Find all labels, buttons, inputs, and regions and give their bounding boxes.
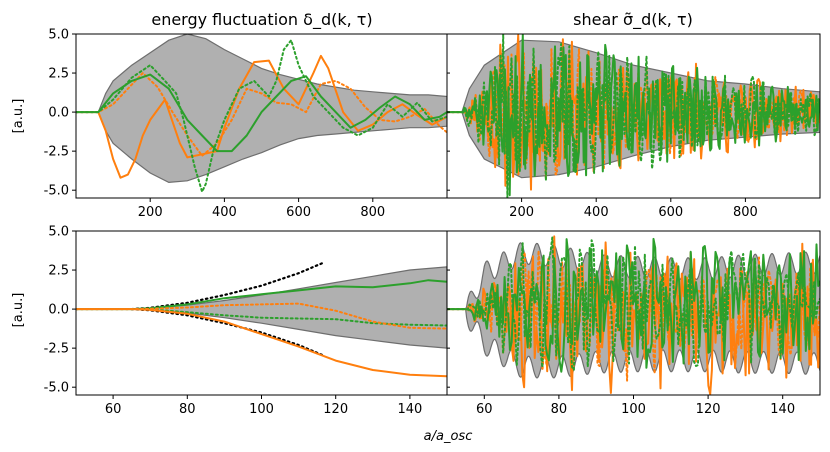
y-tick-label: 2.5: [48, 67, 69, 82]
panel-bottom-left: 60 80 100 120 140 -5.0 -2.5 0.0 2.5 5.0: [44, 225, 448, 417]
panels-group: 200 400 600 800 -5.0 -2.5 0.0 2.5 5.0 200 400 600 80…: [44, 28, 821, 417]
x-tick-label: 800: [360, 205, 385, 220]
panel-title-energy: energy fluctuation δ_d(k, τ): [151, 10, 372, 30]
x-tick-label: 400: [212, 205, 237, 220]
x-tick-label: 100: [249, 402, 274, 417]
x-tick-label: 600: [286, 205, 311, 220]
series-green-solid: [447, 237, 820, 373]
x-tick-label: 120: [696, 402, 721, 417]
spread-band: [76, 266, 447, 349]
series-black-dotted: [130, 261, 326, 311]
axes-frame: [446, 33, 821, 199]
panel-bottom-right: 60 80 100 120 140: [446, 230, 821, 417]
x-tick-label: 60: [105, 402, 122, 417]
x-axis-label: a/a_osc: [424, 429, 473, 444]
series-green-solid: [76, 73, 447, 153]
x-tick-label: 200: [509, 205, 534, 220]
plot-area: [76, 34, 447, 193]
x-tick-label: 100: [621, 402, 646, 417]
x-tick-label: 80: [179, 402, 196, 417]
y-axis-label-top: [a.u.]: [11, 99, 26, 134]
x-tick-label: 800: [733, 205, 758, 220]
x-tick-label: 120: [323, 402, 348, 417]
x-tick-label: 140: [397, 402, 422, 417]
x-tick-label: 140: [770, 402, 795, 417]
y-tick-label: -5.0: [44, 184, 69, 199]
y-tick-label: 5.0: [48, 28, 69, 43]
panel-title-shear: shear σ̃_d(k, τ): [573, 10, 693, 30]
series-green-dotted: [76, 39, 447, 193]
y-tick-label: 0.0: [48, 303, 69, 318]
series-orange-solid: [76, 308, 447, 378]
panel-top-right: 200 400 600 800: [446, 33, 821, 220]
y-tick-label: 5.0: [48, 225, 69, 240]
y-tick-label: -2.5: [44, 342, 69, 357]
y-axis-label-bottom: [a.u.]: [11, 293, 26, 328]
y-tick-label: -2.5: [44, 145, 69, 160]
plot-area: [447, 235, 820, 395]
x-tick-label: 80: [551, 402, 568, 417]
panel-top-left: 200 400 600 800 -5.0 -2.5 0.0 2.5 5.0: [44, 28, 448, 220]
y-tick-label: 2.5: [48, 264, 69, 279]
plot-area: [76, 261, 447, 378]
x-tick-label: 60: [476, 402, 493, 417]
plot-area: [447, 34, 820, 198]
x-tick-label: 200: [138, 205, 163, 220]
y-tick-label: 0.0: [48, 106, 69, 121]
y-tick-label: -5.0: [44, 381, 69, 396]
x-tick-label: 400: [584, 205, 609, 220]
series-orange-dotted: [76, 302, 447, 330]
spread-band: [76, 34, 447, 184]
series-green-solid: [447, 34, 820, 197]
x-tick-label: 600: [658, 205, 683, 220]
series-black-dotted: [130, 308, 326, 358]
